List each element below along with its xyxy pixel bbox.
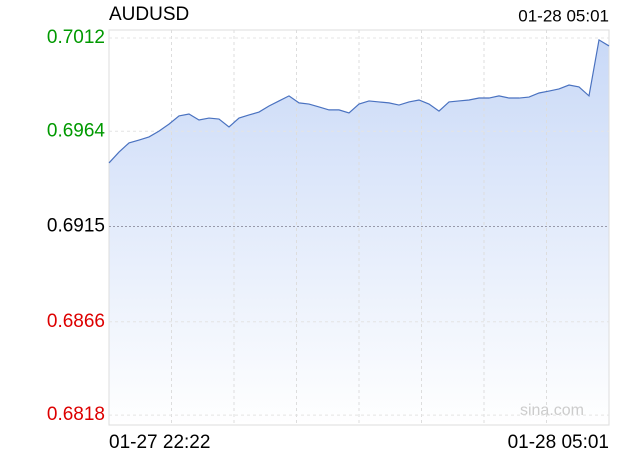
- x-tick-label: 01-28 05:01: [508, 432, 609, 453]
- line: [108, 38, 610, 164]
- last-time: 01-28 05:01: [518, 6, 609, 25]
- y-tick-label: 0.6866: [47, 311, 105, 332]
- x-tick-label: 01-27 22:22: [109, 432, 210, 453]
- y-tick-label: 0.7012: [47, 27, 105, 48]
- chart-title: AUDUSD: [109, 4, 189, 25]
- y-tick-label: 0.6818: [47, 404, 105, 425]
- area: [109, 39, 609, 425]
- y-tick-label: 0.6915: [47, 216, 105, 237]
- watermark: sina.com: [520, 402, 584, 419]
- y-tick-label: 0.6964: [47, 120, 106, 141]
